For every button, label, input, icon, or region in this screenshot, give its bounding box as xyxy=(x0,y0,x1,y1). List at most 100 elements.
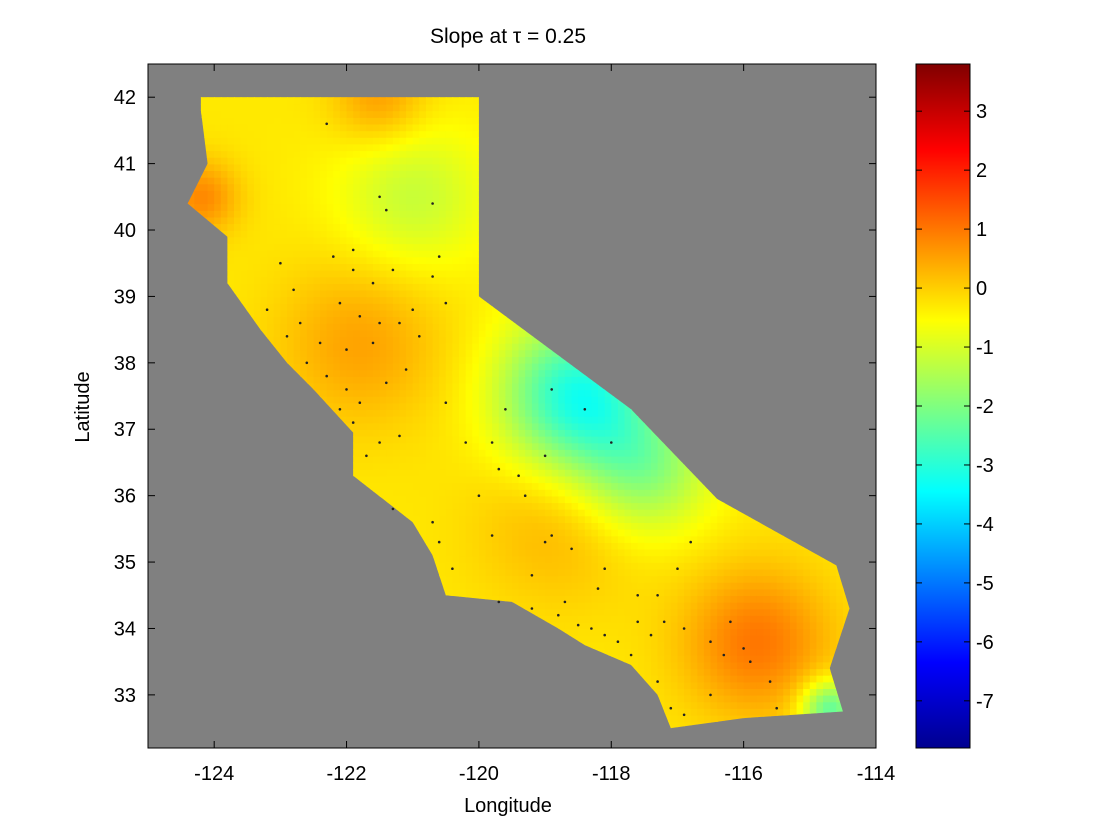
heatmap-cell xyxy=(445,396,454,404)
heatmap-cell xyxy=(234,230,242,238)
heatmap-cell xyxy=(333,216,341,225)
heatmap-cell xyxy=(392,495,401,504)
heatmap-cell xyxy=(280,190,288,198)
heatmap-cell xyxy=(326,210,335,218)
heatmap-cell xyxy=(445,389,454,397)
heatmap-cell xyxy=(267,176,275,185)
heatmap-cell xyxy=(392,183,401,191)
heatmap-cell xyxy=(452,389,460,397)
heatmap-cell xyxy=(234,137,242,145)
heatmap-cell xyxy=(373,97,381,105)
heatmap-cell xyxy=(280,296,288,304)
heatmap-cell xyxy=(432,429,440,437)
heatmap-cell xyxy=(353,376,361,384)
heatmap-cell xyxy=(412,236,421,245)
heatmap-cell xyxy=(392,150,401,158)
heatmap-cell xyxy=(220,196,229,205)
heatmap-cell xyxy=(353,416,361,424)
heatmap-cell xyxy=(247,223,255,231)
heatmap-cell xyxy=(313,362,321,371)
heatmap-cell xyxy=(267,309,275,318)
heatmap-cell xyxy=(439,183,447,191)
heatmap-cell xyxy=(399,183,407,191)
heatmap-cell xyxy=(445,575,454,583)
heatmap-cell xyxy=(412,429,421,437)
heatmap-cell xyxy=(366,316,374,324)
heatmap-cell xyxy=(326,123,335,132)
heatmap-cell xyxy=(459,588,467,596)
heatmap-cell xyxy=(485,329,493,337)
heatmap-cell xyxy=(465,389,474,397)
heatmap-cell xyxy=(432,137,440,145)
heatmap-cell xyxy=(419,522,427,530)
heatmap-cell xyxy=(445,429,454,437)
heatmap-cell xyxy=(439,528,447,537)
heatmap-cell xyxy=(379,336,387,344)
heatmap-cell xyxy=(253,137,262,145)
heatmap-cell xyxy=(412,150,421,158)
heatmap-cell xyxy=(452,276,460,284)
heatmap-cell xyxy=(505,522,513,530)
heatmap-cell xyxy=(399,376,407,384)
heatmap-cell xyxy=(459,382,467,391)
heatmap-cell xyxy=(432,269,440,278)
heatmap-cell xyxy=(273,143,282,152)
heatmap-cell xyxy=(412,309,421,318)
heatmap-cell xyxy=(326,216,335,225)
heatmap-cell xyxy=(234,183,242,191)
heatmap-cell xyxy=(419,502,427,510)
heatmap-cell xyxy=(267,103,275,112)
heatmap-cell xyxy=(392,435,401,444)
heatmap-cell xyxy=(432,409,440,417)
heatmap-cell xyxy=(267,150,275,158)
heatmap-cell xyxy=(320,389,328,397)
heatmap-cell xyxy=(214,157,222,165)
heatmap-cell xyxy=(439,522,447,530)
heatmap-cell xyxy=(207,210,215,218)
heatmap-cell xyxy=(465,528,474,537)
heatmap-cell xyxy=(452,236,460,245)
heatmap-cell xyxy=(419,196,427,205)
heatmap-cell xyxy=(339,137,348,145)
heatmap-cell xyxy=(273,289,282,298)
heatmap-cell xyxy=(339,157,348,165)
heatmap-cell xyxy=(326,309,335,318)
heatmap-cell xyxy=(373,117,381,125)
heatmap-cell xyxy=(445,196,454,205)
heatmap-cell xyxy=(452,289,460,298)
heatmap-cell xyxy=(432,216,440,225)
heatmap-cell xyxy=(392,137,401,145)
heatmap-cell xyxy=(280,183,288,191)
heatmap-cell xyxy=(313,203,321,211)
heatmap-cell xyxy=(339,203,348,211)
heatmap-cell xyxy=(320,316,328,324)
heatmap-cell xyxy=(346,402,354,411)
heatmap-cell xyxy=(353,336,361,344)
heatmap-cell xyxy=(392,170,401,178)
heatmap-cell xyxy=(247,216,255,225)
heatmap-cell xyxy=(260,316,268,324)
heatmap-cell xyxy=(439,223,447,231)
heatmap-cell xyxy=(505,323,513,331)
heatmap-cell xyxy=(498,449,507,457)
heatmap-cell xyxy=(353,409,361,417)
heatmap-cell xyxy=(333,110,341,118)
heatmap-cell xyxy=(359,256,368,264)
heatmap-cell xyxy=(419,143,427,152)
heatmap-cell xyxy=(485,508,493,517)
heatmap-cell xyxy=(379,402,387,411)
heatmap-cell xyxy=(412,482,421,490)
heatmap-cell xyxy=(439,243,447,251)
heatmap-cell xyxy=(353,316,361,324)
heatmap-cell xyxy=(359,429,368,437)
heatmap-cell xyxy=(426,117,434,125)
heatmap-cell xyxy=(379,97,387,105)
heatmap-cell xyxy=(492,422,500,430)
heatmap-cell xyxy=(293,170,301,178)
heatmap-cell xyxy=(333,402,341,411)
heatmap-cell xyxy=(353,276,361,284)
heatmap-cell xyxy=(492,522,500,530)
heatmap-cell xyxy=(459,535,467,543)
heatmap-cell xyxy=(247,117,255,125)
heatmap-cell xyxy=(406,269,414,278)
